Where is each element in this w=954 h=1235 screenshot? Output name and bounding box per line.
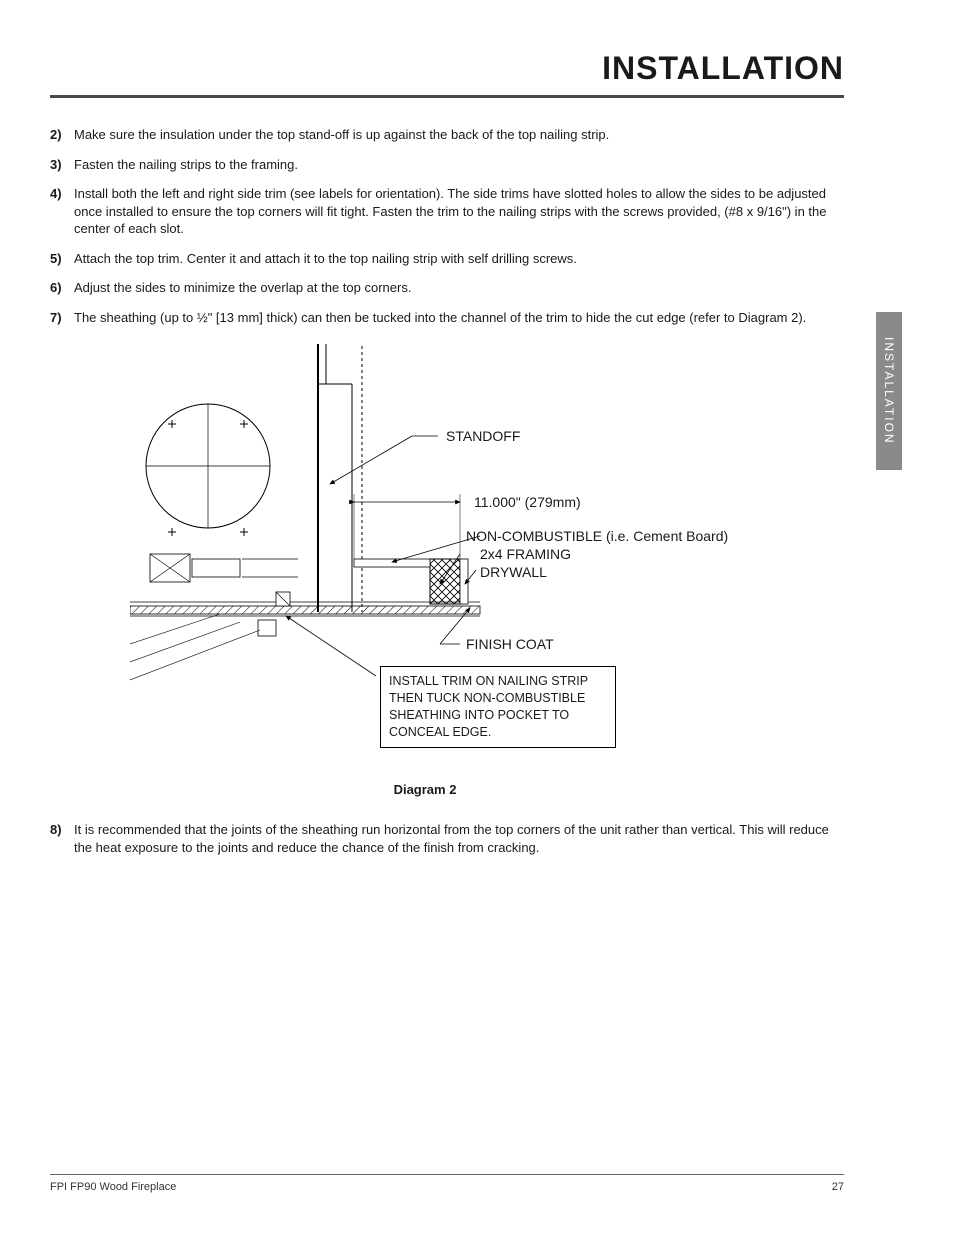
note-line: SHEATHING INTO POCKET TO — [389, 707, 607, 724]
diagram-caption: Diagram 2 — [130, 782, 720, 797]
step-4: 4)Install both the left and right side t… — [50, 185, 844, 238]
label-framing: 2x4 FRAMING — [480, 546, 571, 562]
diagram-note: INSTALL TRIM ON NAILING STRIP THEN TUCK … — [380, 666, 616, 748]
step-text: Attach the top trim. Center it and attac… — [74, 250, 844, 268]
note-line: INSTALL TRIM ON NAILING STRIP — [389, 673, 607, 690]
step-text: Install both the left and right side tri… — [74, 185, 844, 238]
step-8: 8)It is recommended that the joints of t… — [50, 821, 844, 856]
step-num: 3) — [50, 156, 74, 174]
footer-page: 27 — [832, 1181, 844, 1193]
label-noncomb: NON-COMBUSTIBLE (i.e. Cement Board) — [466, 528, 728, 544]
step-num: 2) — [50, 126, 74, 144]
label-finish: FINISH COAT — [466, 636, 554, 652]
step-text: It is recommended that the joints of the… — [74, 821, 844, 856]
step-text: Adjust the sides to minimize the overlap… — [74, 279, 844, 297]
label-drywall: DRYWALL — [480, 564, 547, 580]
note-line: THEN TUCK NON-COMBUSTIBLE — [389, 690, 607, 707]
diagram-2: STANDOFF 11.000" (279mm) NON-COMBUSTIBLE… — [130, 344, 720, 774]
step-num: 5) — [50, 250, 74, 268]
install-steps: 2)Make sure the insulation under the top… — [50, 126, 844, 326]
step-5: 5)Attach the top trim. Center it and att… — [50, 250, 844, 268]
step-text: The sheathing (up to ½" [13 mm] thick) c… — [74, 309, 844, 327]
install-steps-continued: 8)It is recommended that the joints of t… — [50, 821, 844, 856]
page-footer: FPI FP90 Wood Fireplace 27 — [50, 1174, 844, 1193]
step-7: 7)The sheathing (up to ½" [13 mm] thick)… — [50, 309, 844, 327]
note-line: CONCEAL EDGE. — [389, 724, 607, 741]
step-num: 6) — [50, 279, 74, 297]
page-title: INSTALLATION — [50, 50, 844, 87]
step-2: 2)Make sure the insulation under the top… — [50, 126, 844, 144]
label-dim: 11.000" (279mm) — [474, 494, 581, 510]
step-text: Fasten the nailing strips to the framing… — [74, 156, 844, 174]
header-rule — [50, 95, 844, 98]
step-6: 6)Adjust the sides to minimize the overl… — [50, 279, 844, 297]
step-num: 4) — [50, 185, 74, 238]
section-tab: INSTALLATION — [876, 312, 902, 470]
label-standoff: STANDOFF — [446, 428, 520, 444]
step-3: 3)Fasten the nailing strips to the frami… — [50, 156, 844, 174]
step-num: 8) — [50, 821, 74, 856]
footer-left: FPI FP90 Wood Fireplace — [50, 1181, 176, 1193]
step-text: Make sure the insulation under the top s… — [74, 126, 844, 144]
step-num: 7) — [50, 309, 74, 327]
